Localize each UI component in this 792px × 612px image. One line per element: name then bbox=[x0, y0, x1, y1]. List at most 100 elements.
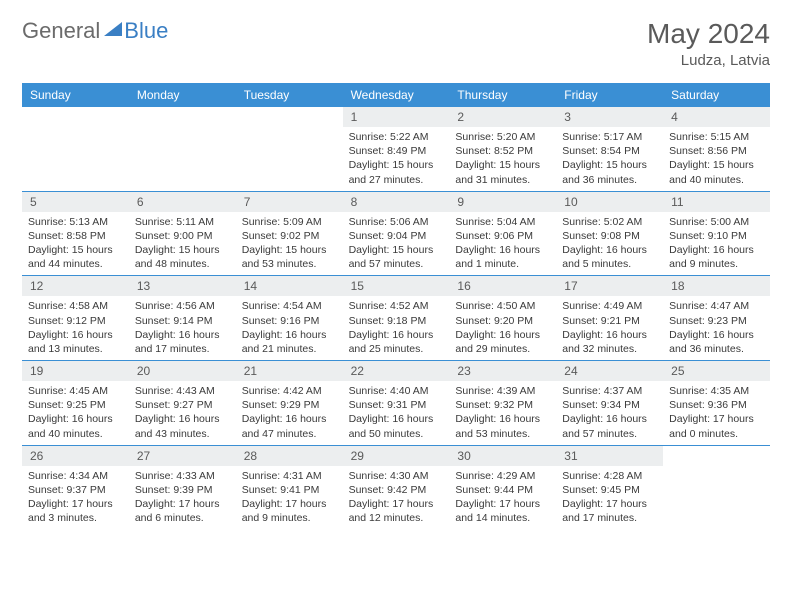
day-detail-text: Sunrise: 5:04 AMSunset: 9:06 PMDaylight:… bbox=[449, 212, 556, 276]
day-number: 3 bbox=[556, 107, 663, 127]
calendar-page: General Blue May 2024 Ludza, Latvia Sund… bbox=[0, 0, 792, 547]
calendar-cell: 2Sunrise: 5:20 AMSunset: 8:52 PMDaylight… bbox=[449, 107, 556, 191]
day-number: 9 bbox=[449, 192, 556, 212]
day-number: 13 bbox=[129, 276, 236, 296]
calendar-cell: 9Sunrise: 5:04 AMSunset: 9:06 PMDaylight… bbox=[449, 192, 556, 276]
weekday-header-row: Sunday Monday Tuesday Wednesday Thursday… bbox=[22, 83, 770, 107]
calendar-cell: 5Sunrise: 5:13 AMSunset: 8:58 PMDaylight… bbox=[22, 192, 129, 276]
day-number: 25 bbox=[663, 361, 770, 381]
day-number: 20 bbox=[129, 361, 236, 381]
page-title: May 2024 bbox=[647, 18, 770, 50]
calendar-cell: 30Sunrise: 4:29 AMSunset: 9:44 PMDayligh… bbox=[449, 446, 556, 530]
calendar-cell: . bbox=[22, 107, 129, 191]
day-detail-text: Sunrise: 4:43 AMSunset: 9:27 PMDaylight:… bbox=[129, 381, 236, 445]
calendar-cell: 23Sunrise: 4:39 AMSunset: 9:32 PMDayligh… bbox=[449, 361, 556, 445]
day-detail-text: Sunrise: 4:52 AMSunset: 9:18 PMDaylight:… bbox=[343, 296, 450, 360]
calendar-week-row: 26Sunrise: 4:34 AMSunset: 9:37 PMDayligh… bbox=[22, 445, 770, 530]
calendar-cell: 17Sunrise: 4:49 AMSunset: 9:21 PMDayligh… bbox=[556, 276, 663, 360]
location-label: Ludza, Latvia bbox=[647, 52, 770, 69]
calendar-cell: 27Sunrise: 4:33 AMSunset: 9:39 PMDayligh… bbox=[129, 446, 236, 530]
day-detail-text: Sunrise: 4:54 AMSunset: 9:16 PMDaylight:… bbox=[236, 296, 343, 360]
day-detail-text: Sunrise: 4:58 AMSunset: 9:12 PMDaylight:… bbox=[22, 296, 129, 360]
logo-triangle-icon bbox=[104, 22, 122, 36]
calendar-cell: . bbox=[129, 107, 236, 191]
day-number: 18 bbox=[663, 276, 770, 296]
title-block: May 2024 Ludza, Latvia bbox=[647, 18, 770, 69]
page-header: General Blue May 2024 Ludza, Latvia bbox=[22, 18, 770, 69]
day-detail-text: Sunrise: 4:45 AMSunset: 9:25 PMDaylight:… bbox=[22, 381, 129, 445]
day-number: 22 bbox=[343, 361, 450, 381]
day-number: 11 bbox=[663, 192, 770, 212]
calendar-grid: ...1Sunrise: 5:22 AMSunset: 8:49 PMDayli… bbox=[22, 107, 770, 529]
day-number: 17 bbox=[556, 276, 663, 296]
day-detail-text: Sunrise: 4:35 AMSunset: 9:36 PMDaylight:… bbox=[663, 381, 770, 445]
weekday-header: Friday bbox=[556, 83, 663, 107]
day-number: 23 bbox=[449, 361, 556, 381]
day-detail-text: Sunrise: 4:39 AMSunset: 9:32 PMDaylight:… bbox=[449, 381, 556, 445]
day-detail-text: Sunrise: 5:22 AMSunset: 8:49 PMDaylight:… bbox=[343, 127, 450, 191]
day-number: 4 bbox=[663, 107, 770, 127]
day-number: 8 bbox=[343, 192, 450, 212]
calendar-cell: 4Sunrise: 5:15 AMSunset: 8:56 PMDaylight… bbox=[663, 107, 770, 191]
day-number: 10 bbox=[556, 192, 663, 212]
day-number: 2 bbox=[449, 107, 556, 127]
day-detail-text: Sunrise: 4:47 AMSunset: 9:23 PMDaylight:… bbox=[663, 296, 770, 360]
day-number: 5 bbox=[22, 192, 129, 212]
calendar-week-row: 19Sunrise: 4:45 AMSunset: 9:25 PMDayligh… bbox=[22, 360, 770, 445]
day-detail-text: Sunrise: 5:15 AMSunset: 8:56 PMDaylight:… bbox=[663, 127, 770, 191]
logo: General Blue bbox=[22, 18, 168, 44]
day-detail-text: Sunrise: 4:50 AMSunset: 9:20 PMDaylight:… bbox=[449, 296, 556, 360]
day-number: 7 bbox=[236, 192, 343, 212]
day-number: 26 bbox=[22, 446, 129, 466]
calendar-cell: 13Sunrise: 4:56 AMSunset: 9:14 PMDayligh… bbox=[129, 276, 236, 360]
logo-text-general: General bbox=[22, 18, 100, 44]
day-detail-text: Sunrise: 5:17 AMSunset: 8:54 PMDaylight:… bbox=[556, 127, 663, 191]
day-number: 16 bbox=[449, 276, 556, 296]
calendar-cell: 26Sunrise: 4:34 AMSunset: 9:37 PMDayligh… bbox=[22, 446, 129, 530]
calendar-week-row: 12Sunrise: 4:58 AMSunset: 9:12 PMDayligh… bbox=[22, 275, 770, 360]
day-number: 24 bbox=[556, 361, 663, 381]
weekday-header: Saturday bbox=[663, 83, 770, 107]
day-number: 31 bbox=[556, 446, 663, 466]
calendar-cell: 6Sunrise: 5:11 AMSunset: 9:00 PMDaylight… bbox=[129, 192, 236, 276]
day-number: 28 bbox=[236, 446, 343, 466]
day-detail-text: Sunrise: 4:31 AMSunset: 9:41 PMDaylight:… bbox=[236, 466, 343, 530]
day-detail-text: Sunrise: 4:33 AMSunset: 9:39 PMDaylight:… bbox=[129, 466, 236, 530]
calendar-cell: 22Sunrise: 4:40 AMSunset: 9:31 PMDayligh… bbox=[343, 361, 450, 445]
calendar-cell: 3Sunrise: 5:17 AMSunset: 8:54 PMDaylight… bbox=[556, 107, 663, 191]
calendar-cell: 12Sunrise: 4:58 AMSunset: 9:12 PMDayligh… bbox=[22, 276, 129, 360]
calendar-cell: 28Sunrise: 4:31 AMSunset: 9:41 PMDayligh… bbox=[236, 446, 343, 530]
logo-text-blue: Blue bbox=[124, 18, 168, 44]
calendar-week-row: 5Sunrise: 5:13 AMSunset: 8:58 PMDaylight… bbox=[22, 191, 770, 276]
calendar-cell: 14Sunrise: 4:54 AMSunset: 9:16 PMDayligh… bbox=[236, 276, 343, 360]
weekday-header: Thursday bbox=[449, 83, 556, 107]
weekday-header: Wednesday bbox=[343, 83, 450, 107]
calendar-cell: . bbox=[236, 107, 343, 191]
day-number: 15 bbox=[343, 276, 450, 296]
calendar-cell: 16Sunrise: 4:50 AMSunset: 9:20 PMDayligh… bbox=[449, 276, 556, 360]
calendar-cell: 24Sunrise: 4:37 AMSunset: 9:34 PMDayligh… bbox=[556, 361, 663, 445]
calendar-cell: 31Sunrise: 4:28 AMSunset: 9:45 PMDayligh… bbox=[556, 446, 663, 530]
day-number: 30 bbox=[449, 446, 556, 466]
calendar-cell: 15Sunrise: 4:52 AMSunset: 9:18 PMDayligh… bbox=[343, 276, 450, 360]
calendar-cell: . bbox=[663, 446, 770, 530]
weekday-header: Tuesday bbox=[236, 83, 343, 107]
calendar-cell: 11Sunrise: 5:00 AMSunset: 9:10 PMDayligh… bbox=[663, 192, 770, 276]
calendar-cell: 25Sunrise: 4:35 AMSunset: 9:36 PMDayligh… bbox=[663, 361, 770, 445]
weekday-header: Sunday bbox=[22, 83, 129, 107]
day-number: 14 bbox=[236, 276, 343, 296]
day-detail-text: Sunrise: 5:00 AMSunset: 9:10 PMDaylight:… bbox=[663, 212, 770, 276]
calendar-cell: 29Sunrise: 4:30 AMSunset: 9:42 PMDayligh… bbox=[343, 446, 450, 530]
day-number: 29 bbox=[343, 446, 450, 466]
day-detail-text: Sunrise: 5:13 AMSunset: 8:58 PMDaylight:… bbox=[22, 212, 129, 276]
day-number: 27 bbox=[129, 446, 236, 466]
day-detail-text: Sunrise: 4:49 AMSunset: 9:21 PMDaylight:… bbox=[556, 296, 663, 360]
day-detail-text: Sunrise: 4:28 AMSunset: 9:45 PMDaylight:… bbox=[556, 466, 663, 530]
day-detail-text: Sunrise: 4:56 AMSunset: 9:14 PMDaylight:… bbox=[129, 296, 236, 360]
calendar-cell: 10Sunrise: 5:02 AMSunset: 9:08 PMDayligh… bbox=[556, 192, 663, 276]
calendar-cell: 20Sunrise: 4:43 AMSunset: 9:27 PMDayligh… bbox=[129, 361, 236, 445]
day-detail-text: Sunrise: 4:30 AMSunset: 9:42 PMDaylight:… bbox=[343, 466, 450, 530]
day-number: 19 bbox=[22, 361, 129, 381]
day-number: 12 bbox=[22, 276, 129, 296]
day-number: 6 bbox=[129, 192, 236, 212]
